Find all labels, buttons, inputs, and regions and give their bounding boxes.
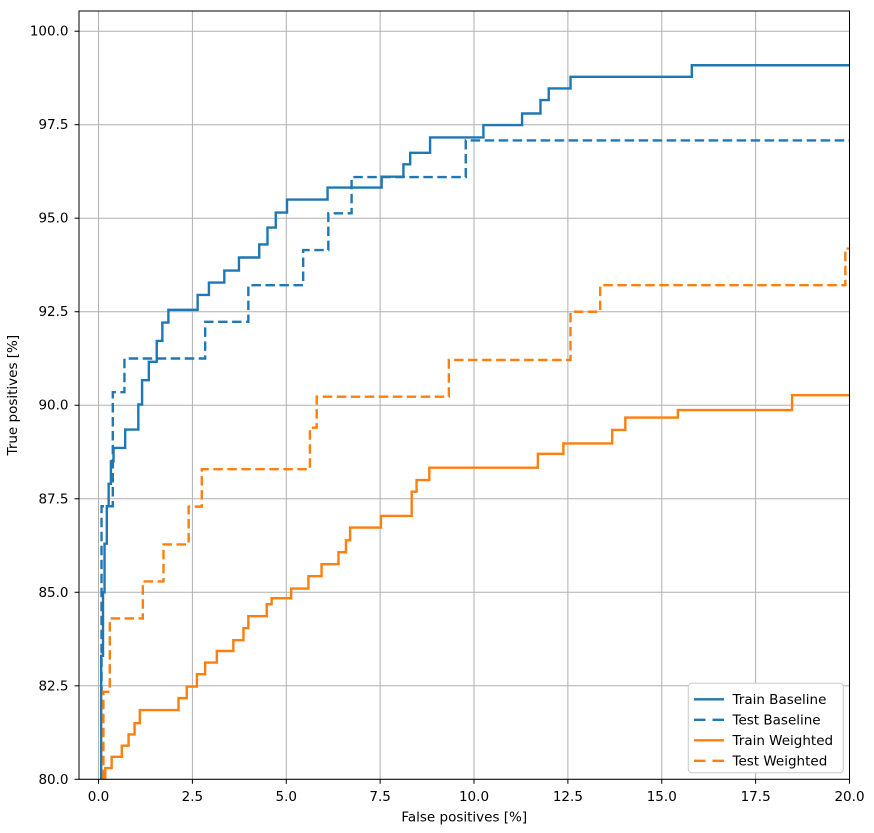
series-line-train-weighted — [104, 393, 850, 780]
x-tick-label-10.0: 10.0 — [459, 789, 489, 805]
series-line-test-weighted — [102, 247, 850, 780]
y-tick-label-80.0: 80.0 — [38, 772, 68, 788]
series-line-train-baseline — [99, 64, 850, 780]
legend-item-train-weighted: Train Weighted — [694, 733, 833, 749]
axes-layer: 0.0 2.5 5.0 7.5 10.0 12.5 15.0 17.5 20.0 80.0 82.5… — [5, 10, 865, 825]
x-tick-label-15.0: 15.0 — [647, 789, 677, 805]
legend-item-train-baseline: Train Baseline — [694, 692, 826, 708]
legend-label-train-weighted: Train Weighted — [732, 733, 834, 749]
legend-item-test-weighted: Test Weighted — [694, 754, 827, 770]
x-axis-label: False positives [%] — [401, 809, 527, 825]
series-line-test-baseline — [100, 139, 850, 780]
legend-label-test-baseline: Test Baseline — [732, 713, 821, 729]
x-tick-label-20.0: 20.0 — [834, 789, 864, 805]
grid-layer — [79, 11, 850, 780]
y-tick-label-85.0: 85.0 — [38, 585, 68, 601]
y-tick-label-92.5: 92.5 — [38, 304, 68, 320]
x-tick-label-5.0: 5.0 — [276, 789, 297, 805]
y-tick-label-95.0: 95.0 — [38, 211, 68, 227]
legend: Train Baseline Test Baseline Train Weighte… — [687, 682, 844, 774]
legend-label-test-weighted: Test Weighted — [732, 754, 828, 770]
legend-item-test-baseline: Test Baseline — [694, 713, 821, 729]
series-layer — [99, 64, 850, 780]
y-axis-label: True positives [%] — [5, 335, 21, 457]
x-tick-label-2.5: 2.5 — [182, 789, 203, 805]
x-tick-label-0.0: 0.0 — [88, 789, 109, 805]
y-tick-label-90.0: 90.0 — [38, 398, 68, 414]
plot-spines — [78, 10, 850, 780]
legend-box — [687, 682, 844, 774]
x-tick-label-7.5: 7.5 — [369, 789, 390, 805]
x-tick-label-12.5: 12.5 — [553, 789, 583, 805]
y-tick-label-87.5: 87.5 — [38, 491, 68, 507]
y-tick-label-82.5: 82.5 — [38, 678, 68, 694]
legend-label-train-baseline: Train Baseline — [732, 692, 827, 708]
y-tick-label-97.5: 97.5 — [38, 117, 68, 133]
x-tick-label-17.5: 17.5 — [741, 789, 771, 805]
y-tick-label-100.0: 100.0 — [30, 24, 69, 40]
